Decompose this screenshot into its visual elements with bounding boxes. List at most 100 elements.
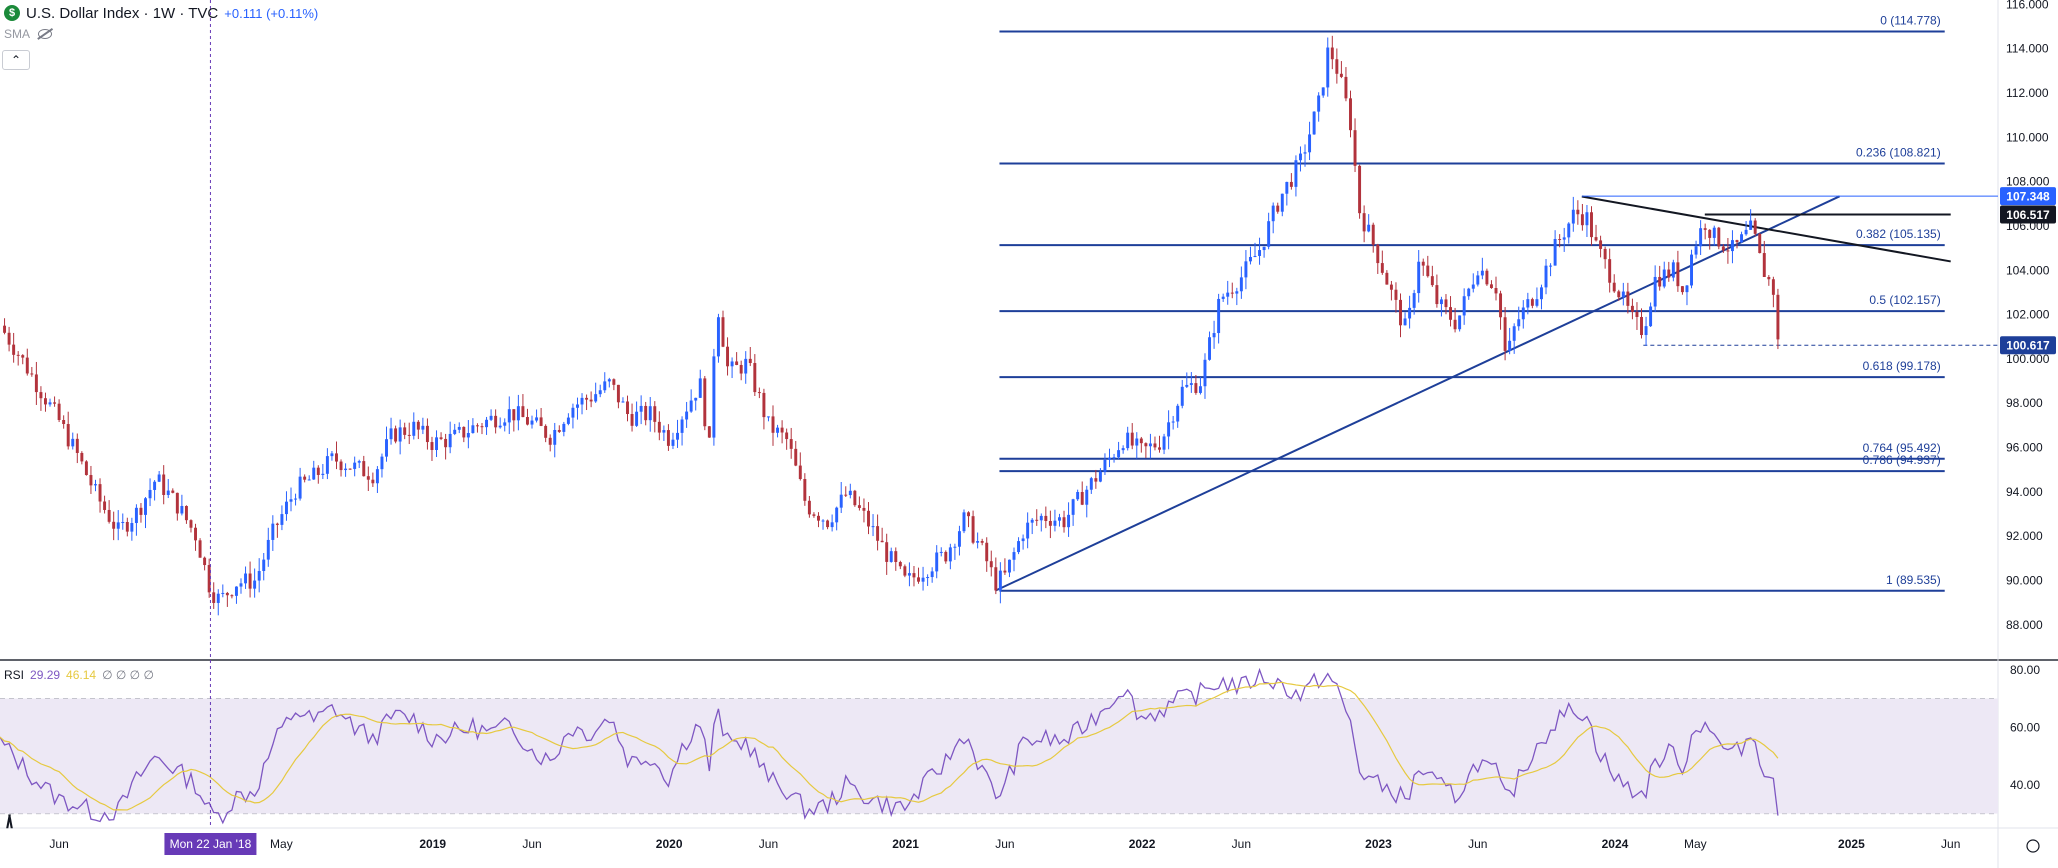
fib-label: 0.5 (102.157) <box>1869 293 1940 307</box>
candle-body <box>462 426 466 438</box>
candle-body <box>1567 223 1571 238</box>
candle <box>1067 502 1071 537</box>
candle <box>1417 250 1421 303</box>
candle-body <box>1098 471 1102 482</box>
candle <box>321 463 325 480</box>
candle-body <box>330 453 334 457</box>
trendline-2[interactable] <box>1581 195 1951 263</box>
candle <box>1248 246 1252 265</box>
candle-body <box>1294 160 1298 187</box>
candle <box>275 522 279 538</box>
candle-body <box>803 479 807 501</box>
candle <box>1058 513 1061 527</box>
candle-body <box>985 542 989 562</box>
candle <box>580 393 584 415</box>
candle <box>589 391 593 408</box>
collapse-legend-button[interactable]: ⌃ <box>2 50 30 70</box>
candle-body <box>525 417 529 425</box>
candle <box>480 422 484 435</box>
price-tick: 88.000 <box>2006 618 2043 632</box>
symbol-header[interactable]: $ U.S. Dollar Index · 1W · TVC +0.111 (+… <box>4 3 318 23</box>
candle <box>939 547 943 557</box>
candle <box>475 423 479 433</box>
candle <box>1394 282 1398 313</box>
candle-body <box>180 505 184 514</box>
candle-body <box>685 411 689 420</box>
time-tick: Jun <box>759 837 778 851</box>
candle-body <box>776 427 780 433</box>
candle-body <box>1435 285 1439 305</box>
candle-body <box>1712 227 1716 238</box>
candle-body <box>1630 305 1634 312</box>
candle <box>1194 375 1198 395</box>
candle-body <box>194 527 197 541</box>
candle-body <box>134 507 138 524</box>
candle-body <box>1144 443 1148 447</box>
candle-body <box>939 551 943 553</box>
candle <box>898 560 902 570</box>
candle <box>448 421 452 454</box>
candle <box>1435 274 1439 308</box>
candle <box>998 562 1002 604</box>
settings-gear-icon[interactable] <box>2026 839 2040 853</box>
candle <box>635 401 639 427</box>
candle <box>1690 249 1693 289</box>
candle <box>1276 202 1280 214</box>
price-axis[interactable]: 88.000 90.000 92.000 94.000 96.000 98.000 100.… <box>2006 0 2050 632</box>
candle-body <box>234 586 238 596</box>
candle <box>294 493 298 506</box>
candle <box>598 384 602 398</box>
candle-body <box>480 426 484 428</box>
candle <box>821 519 825 530</box>
candle <box>857 496 861 511</box>
candle-body <box>57 403 61 421</box>
candle-body <box>71 438 75 447</box>
candle-body <box>130 523 134 532</box>
candle <box>1053 509 1057 532</box>
candle <box>1685 285 1689 306</box>
rsi-tick: 80.00 <box>2010 663 2040 677</box>
candle-body <box>1508 340 1512 351</box>
candle-body <box>598 390 602 395</box>
rsi-axis[interactable]: 40.00 60.00 80.00 <box>2010 663 2040 792</box>
candle <box>1617 289 1621 301</box>
candle-body <box>1248 256 1252 262</box>
candle <box>216 589 220 616</box>
time-axis[interactable]: Jun May 2019 Jun 2020 Jun 2021 Jun 2022 Jun 2023 Ju… <box>49 837 2040 853</box>
trendlines[interactable] <box>995 195 1998 592</box>
symbol-title[interactable]: U.S. Dollar Index · 1W · TVC <box>26 4 219 22</box>
candle <box>1153 436 1157 451</box>
candle-body <box>703 378 707 427</box>
time-tick: Jun <box>1232 837 1251 851</box>
candle-body <box>603 381 607 391</box>
candle-body <box>212 592 216 603</box>
candle <box>803 473 807 506</box>
candle-body <box>1399 299 1402 326</box>
hidden-eye-icon[interactable] <box>38 29 53 39</box>
candle <box>662 425 666 441</box>
candle-body <box>1217 298 1221 334</box>
price-tick: 98.000 <box>2006 396 2043 410</box>
candle-body <box>962 512 966 532</box>
rsi-legend[interactable]: RSI 29.29 46.14 ∅ ∅ ∅ ∅ <box>4 668 154 682</box>
candle <box>116 510 120 541</box>
sma-indicator-legend[interactable]: SMA <box>4 27 53 41</box>
candle-body <box>553 429 557 445</box>
candle-body <box>1444 299 1448 308</box>
candle-body <box>571 407 575 418</box>
candle-body <box>835 507 839 523</box>
tradingview-logo-icon[interactable]: /\ <box>6 812 13 832</box>
candle <box>785 428 789 450</box>
candle-body <box>289 499 293 502</box>
candle-body <box>1576 209 1580 215</box>
trendline-1[interactable] <box>995 195 1841 592</box>
candle-body <box>1053 520 1057 526</box>
candle-body <box>1339 73 1343 77</box>
fibonacci-retracement[interactable]: 0 (114.778) 0.236 (108.821) 0.382 (105.135… <box>999 14 1945 592</box>
candle <box>612 378 616 391</box>
candle <box>771 405 775 446</box>
candle <box>284 491 288 521</box>
candle <box>121 513 125 530</box>
candle <box>1530 297 1534 309</box>
